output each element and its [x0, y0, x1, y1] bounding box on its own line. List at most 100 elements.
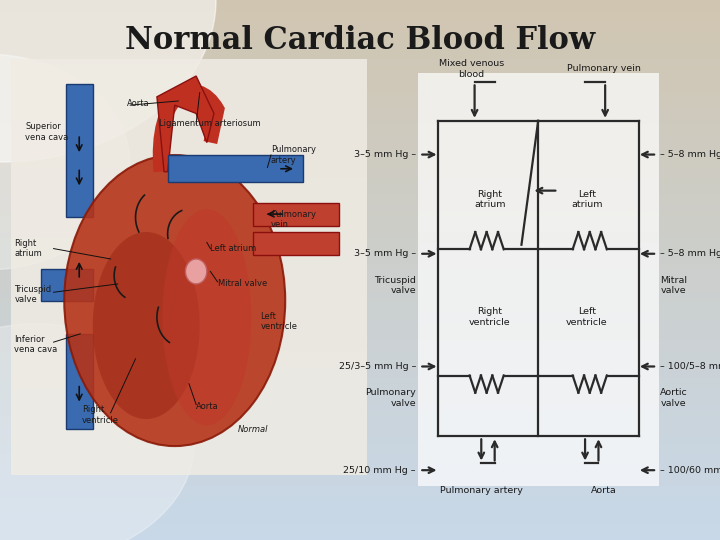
Bar — [0, 178, 720, 184]
Bar — [0, 313, 720, 319]
Bar — [0, 38, 720, 43]
Bar — [0, 27, 720, 32]
Bar — [0, 329, 720, 335]
Text: Left
atrium: Left atrium — [571, 190, 603, 210]
Text: Right
ventricle: Right ventricle — [82, 405, 119, 424]
Bar — [0, 65, 720, 70]
Bar — [0, 286, 720, 292]
Bar — [0, 259, 720, 265]
Text: Right
atrium: Right atrium — [474, 190, 505, 210]
Bar — [0, 302, 720, 308]
Bar — [0, 292, 720, 297]
Text: Pulmonary
vein: Pulmonary vein — [271, 210, 316, 229]
Bar — [0, 346, 720, 351]
Text: 25/3–5 mm Hg –: 25/3–5 mm Hg – — [338, 362, 416, 371]
Text: Inferior
vena cava: Inferior vena cava — [14, 334, 58, 354]
Bar — [0, 389, 720, 394]
Bar — [0, 173, 720, 178]
Bar — [0, 184, 720, 189]
Bar — [0, 378, 720, 383]
Bar — [0, 356, 720, 362]
Text: – 100/5–8 mm Hg: – 100/5–8 mm Hg — [660, 362, 720, 371]
Bar — [0, 405, 720, 410]
Bar — [0, 535, 720, 540]
Bar — [0, 486, 720, 491]
Bar — [0, 108, 720, 113]
Bar — [0, 367, 720, 373]
Bar — [0, 200, 720, 205]
Bar — [0, 410, 720, 416]
Bar — [0, 216, 720, 221]
Text: Pulmonary vein: Pulmonary vein — [567, 64, 640, 73]
Bar — [0, 340, 720, 346]
Bar — [0, 502, 720, 508]
Bar — [0, 221, 720, 227]
Bar — [0, 76, 720, 81]
Text: Aorta: Aorta — [590, 486, 616, 495]
Bar — [0, 270, 720, 275]
Bar — [0, 524, 720, 529]
Bar — [0, 281, 720, 286]
Bar — [0, 97, 720, 103]
Bar — [0, 432, 720, 437]
Bar — [0, 427, 720, 432]
Text: Tricuspid
valve: Tricuspid valve — [14, 285, 52, 304]
Bar — [0, 70, 720, 76]
Circle shape — [0, 324, 194, 540]
Bar — [0, 205, 720, 211]
Bar — [0, 319, 720, 324]
Bar — [0, 59, 720, 65]
Bar — [0, 275, 720, 281]
Bar — [0, 400, 720, 405]
Bar — [0, 227, 720, 232]
Ellipse shape — [162, 209, 251, 426]
Text: Superior
vena cava: Superior vena cava — [25, 123, 68, 142]
Bar — [0, 373, 720, 378]
Bar — [0, 351, 720, 356]
Bar — [0, 529, 720, 535]
Bar — [0, 162, 720, 167]
Bar — [0, 140, 720, 146]
Bar — [0, 86, 720, 92]
Bar — [0, 49, 720, 54]
Text: Right
atrium: Right atrium — [14, 239, 42, 258]
Bar — [0, 443, 720, 448]
Text: Tricuspid
valve: Tricuspid valve — [374, 275, 416, 295]
Bar — [0, 437, 720, 443]
Text: Pulmonary
valve: Pulmonary valve — [365, 388, 416, 408]
Bar — [0, 254, 720, 259]
Bar — [0, 508, 720, 513]
Bar — [0, 103, 720, 108]
FancyBboxPatch shape — [253, 203, 338, 226]
Text: Aorta: Aorta — [127, 99, 149, 107]
Bar — [0, 32, 720, 38]
Text: – 5–8 mm Hg: – 5–8 mm Hg — [660, 249, 720, 258]
Text: – 5–8 mm Hg: – 5–8 mm Hg — [660, 150, 720, 159]
Polygon shape — [157, 76, 214, 172]
Text: Aortic
valve: Aortic valve — [660, 388, 688, 408]
Bar — [0, 16, 720, 22]
Circle shape — [0, 0, 216, 162]
Bar — [0, 92, 720, 97]
Ellipse shape — [64, 155, 285, 446]
Bar — [0, 394, 720, 400]
Bar — [0, 513, 720, 518]
Bar — [0, 232, 720, 238]
Bar — [418, 73, 659, 486]
Text: 3–5 mm Hg –: 3–5 mm Hg – — [354, 150, 416, 159]
Bar — [0, 238, 720, 243]
Bar — [0, 308, 720, 313]
Bar — [0, 518, 720, 524]
Bar — [0, 119, 720, 124]
Bar — [0, 491, 720, 497]
Text: Aorta: Aorta — [196, 402, 219, 411]
Ellipse shape — [186, 259, 207, 284]
Bar — [0, 362, 720, 367]
Bar — [0, 81, 720, 86]
Bar — [0, 265, 720, 270]
Bar — [0, 481, 720, 486]
Text: Mixed venous
blood: Mixed venous blood — [438, 59, 504, 79]
Bar — [0, 416, 720, 421]
Bar — [0, 157, 720, 162]
Bar — [0, 448, 720, 454]
